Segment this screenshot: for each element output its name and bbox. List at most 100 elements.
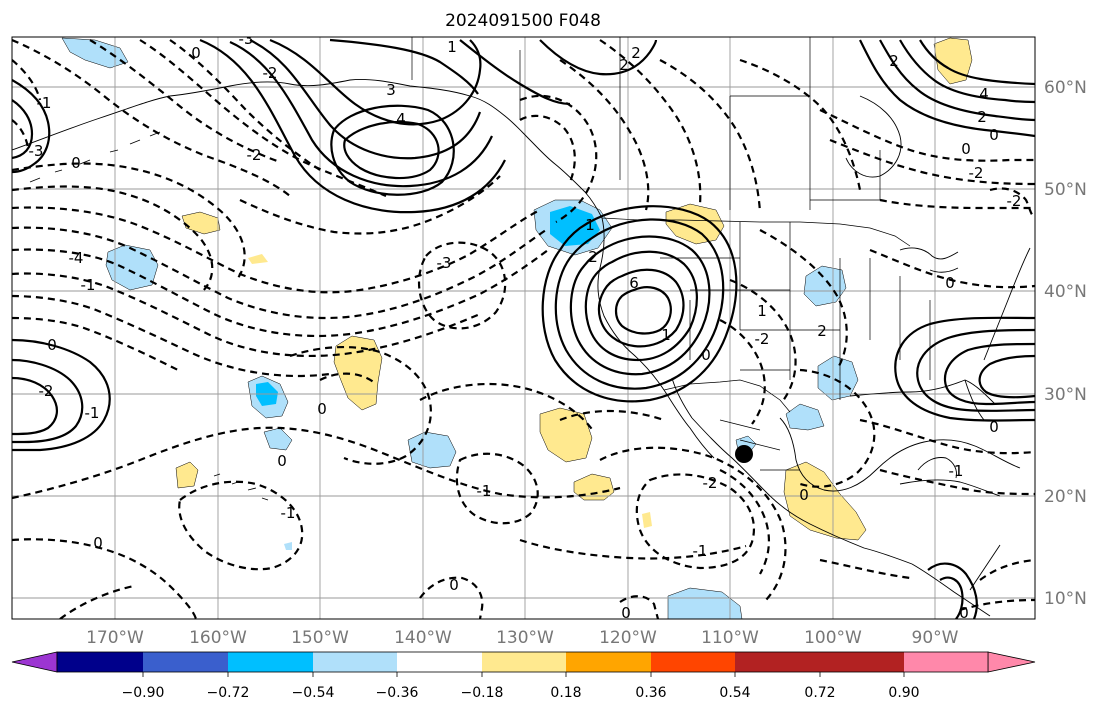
contour-line <box>229 40 493 188</box>
contour-line <box>739 58 862 191</box>
contour-label: -2 <box>263 64 278 82</box>
alaska-coast <box>12 79 603 219</box>
shade-light-blue <box>785 403 825 431</box>
contour-label: -1 <box>37 94 52 112</box>
contour-line <box>943 342 1035 406</box>
contour-line <box>330 104 455 196</box>
contour-label: 0 <box>959 604 969 622</box>
lat-tick-label: 10°N <box>1044 589 1087 609</box>
contour-line <box>455 452 539 525</box>
contour-label: 2 <box>889 52 899 70</box>
contour-line <box>12 185 214 293</box>
contour-label: 6 <box>629 274 639 292</box>
shade-mid-blue <box>550 206 600 246</box>
contour-label: 0 <box>945 274 955 292</box>
contour-line <box>12 426 621 500</box>
contour-line <box>899 39 1035 104</box>
contour-label: 1 <box>447 38 457 56</box>
contour-label: -1 <box>693 542 708 560</box>
contour-line <box>12 358 84 444</box>
contour-label: -1 <box>81 276 96 294</box>
contour-label: 1 <box>585 216 595 234</box>
shade-light-blue <box>284 542 292 550</box>
contour-label: -2 <box>755 330 770 348</box>
contour-label: 2 <box>977 108 987 126</box>
colorbar-tick-label: −0.72 <box>207 685 250 701</box>
contour-line <box>239 175 501 235</box>
contour-line <box>939 576 964 619</box>
contour-lines <box>12 38 1035 619</box>
lat-tick-label: 50°N <box>1044 180 1087 200</box>
mexico-west-coast <box>691 417 913 565</box>
shade-light-blue <box>61 37 129 69</box>
contour-label: -3 <box>437 254 452 272</box>
colorbar-outline <box>56 651 989 673</box>
contour-line <box>419 576 484 619</box>
west-us-coast <box>597 217 665 391</box>
contour-line <box>584 250 698 362</box>
contour-label: -3 <box>239 30 254 48</box>
contour-line <box>569 235 711 376</box>
colorbar-tick-label: −0.54 <box>292 685 335 701</box>
colorbar-segment <box>482 652 566 672</box>
contour-line <box>519 114 576 183</box>
contour-label: -2 <box>969 164 984 182</box>
contour-label: -1 <box>477 482 492 500</box>
colorbar-extend-left <box>11 651 58 673</box>
colorbar-tick-label: −0.18 <box>461 685 504 701</box>
colorbar-tick-label: −0.36 <box>376 685 419 701</box>
contour-line <box>879 198 1035 210</box>
contour-line <box>329 38 479 95</box>
contour-line <box>12 119 30 149</box>
contour-line <box>459 39 571 106</box>
contour-label: -4 <box>69 249 84 267</box>
colorbar-segment <box>566 652 651 672</box>
contour-label: -2 <box>247 146 262 164</box>
gulf-coast <box>779 417 1021 492</box>
colorbar-segment <box>143 652 228 672</box>
colorbar-segment <box>904 652 988 672</box>
us-gulf-coast <box>849 379 996 405</box>
contour-line <box>879 468 1035 496</box>
contour-label: 0 <box>191 44 201 62</box>
lon-tick-label: 110°W <box>701 628 759 648</box>
shade-light-blue <box>803 265 847 307</box>
contour-line <box>819 109 1035 162</box>
hawaii <box>213 473 269 501</box>
shade-yellow <box>642 512 652 528</box>
shade-yellow <box>933 37 973 85</box>
figure-title: 2024091500 F048 <box>445 11 601 31</box>
contour-line <box>619 595 660 619</box>
shade-yellow <box>665 203 725 245</box>
colorbar-tick-label: 0.72 <box>804 685 835 701</box>
east-coast <box>983 247 1031 361</box>
lon-tick-label: 140°W <box>394 628 452 648</box>
shade-yellow <box>175 461 199 489</box>
contour-label: -3 <box>29 142 44 160</box>
colorbar: −0.90 −0.72 −0.54 −0.36 −0.18 0.18 0.36 … <box>11 651 1036 701</box>
contour-line <box>978 354 1035 399</box>
contour-label: -1 <box>949 462 964 480</box>
lat-tick-label: 60°N <box>1044 78 1087 98</box>
contour-line <box>139 39 387 198</box>
contour-line <box>343 120 440 180</box>
contour-line <box>199 38 506 214</box>
contour-line <box>635 473 756 570</box>
colorbar-segment <box>313 652 397 672</box>
contour-line <box>729 278 797 403</box>
lat-tick-label: 40°N <box>1044 282 1087 302</box>
contour-line <box>169 39 321 171</box>
contour-line <box>614 286 672 335</box>
contour-line <box>894 316 1035 422</box>
contour-line <box>541 205 738 403</box>
contour-label: 0 <box>449 576 459 594</box>
contour-line <box>418 241 507 330</box>
contour-label: 0 <box>961 140 971 158</box>
contour-line <box>12 248 549 338</box>
contour-line <box>979 558 1035 581</box>
contour-line <box>59 584 135 619</box>
shade-yellow <box>181 211 221 235</box>
contour-line <box>916 328 1035 412</box>
shaded-regions <box>61 37 973 619</box>
